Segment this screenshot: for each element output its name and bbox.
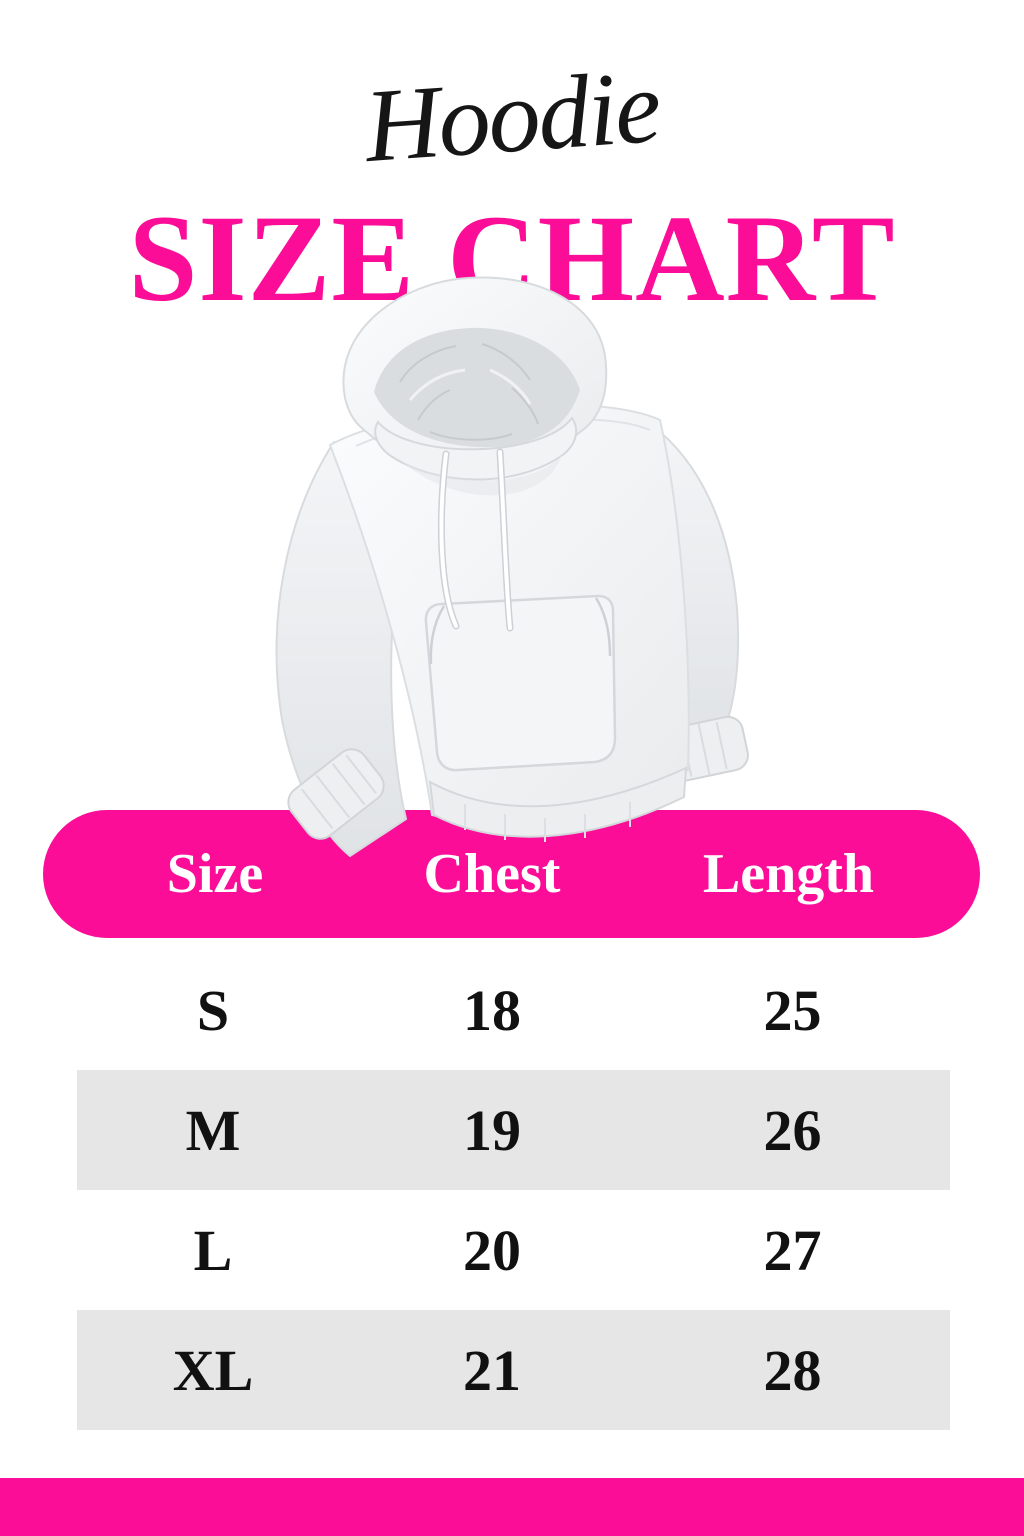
length-cell: 25 xyxy=(763,977,822,1043)
length-cell: 28 xyxy=(763,1337,822,1403)
size-cell: XL xyxy=(172,1337,254,1403)
size-table: S 18 25 M 19 26 L 20 27 XL 21 28 xyxy=(77,950,950,1430)
hoodie-pocket xyxy=(424,594,617,772)
column-header-length: Length xyxy=(702,843,875,905)
table-row-m: M 19 26 xyxy=(77,1070,950,1190)
hoodie-right-sleeve xyxy=(648,421,740,744)
chest-cell: 18 xyxy=(463,977,521,1043)
table-row-l: L 20 27 xyxy=(77,1190,950,1310)
chest-cell: 20 xyxy=(463,1217,521,1283)
script-title: Hoodie xyxy=(361,48,663,185)
size-cell: S xyxy=(196,977,230,1043)
table-row-s: S 18 25 xyxy=(77,950,950,1070)
hoodie-left-sleeve xyxy=(275,440,408,858)
size-cell: M xyxy=(185,1097,241,1163)
size-cell: L xyxy=(193,1217,233,1283)
table-row-xl: XL 21 28 xyxy=(77,1310,950,1430)
footer-accent-bar xyxy=(0,1478,1024,1536)
column-header-size: Size xyxy=(166,843,264,905)
column-header-chest: Chest xyxy=(423,843,561,905)
chest-cell: 21 xyxy=(463,1337,521,1403)
hoodie-image xyxy=(275,276,749,858)
table-header-pill: Size Chest Length xyxy=(43,810,980,938)
length-cell: 27 xyxy=(763,1217,822,1283)
chest-cell: 19 xyxy=(463,1097,521,1163)
hoodie-hood-lining xyxy=(374,327,580,448)
hoodie-drawstring-left xyxy=(437,450,460,630)
hoodie-torso xyxy=(328,403,690,822)
length-cell: 26 xyxy=(763,1097,822,1163)
hoodie-collar xyxy=(374,416,578,481)
main-title: SIZE CHART xyxy=(128,190,896,327)
hoodie-right-cuff xyxy=(663,715,749,782)
hoodie-drawstring-right xyxy=(496,448,514,632)
